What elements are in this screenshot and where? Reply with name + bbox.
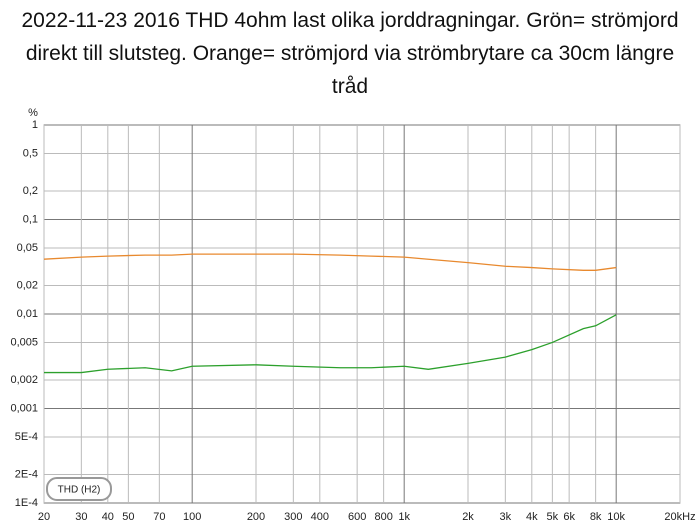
y-tick-label: 2E-4 — [15, 468, 38, 480]
legend-box — [46, 477, 112, 501]
y-tick-label: 0,1 — [23, 213, 38, 225]
x-tick-label: 50 — [122, 511, 134, 523]
chart-title: 2022-11-23 2016 THD 4ohm last olika jord… — [21, 9, 679, 98]
series-line — [44, 314, 617, 374]
x-tick-label: 6k — [563, 511, 575, 523]
x-tick-label: 400 — [311, 511, 329, 523]
series-line — [43, 253, 617, 271]
x-tick-label: 1k — [398, 511, 410, 523]
x-tick-label: 100 — [183, 511, 201, 523]
y-tick-label: 1 — [32, 119, 38, 131]
y-tick-label: 0,001 — [10, 402, 38, 414]
x-tick-label: 5k — [547, 511, 559, 523]
x-tick-label: 200 — [247, 511, 265, 523]
x-tick-label: 600 — [348, 511, 366, 523]
y-tick-label: 0,02 — [17, 279, 38, 291]
y-tick-label: 0,002 — [10, 374, 38, 386]
x-tick-label: 800 — [374, 511, 392, 523]
y-tick-label: 0,2 — [23, 185, 38, 197]
x-tick-label: 70 — [153, 511, 165, 523]
y-tick-label: 0,01 — [17, 308, 38, 320]
y-tick-label: 0,005 — [10, 336, 38, 348]
x-tick-label: 20kHz — [664, 511, 695, 523]
x-tick-label: 2k — [462, 511, 474, 523]
x-tick-label: 40 — [102, 511, 114, 523]
y-tick-label: 5E-4 — [15, 431, 38, 443]
y-tick-label: 0,05 — [17, 242, 38, 254]
x-tick-label: 8k — [590, 511, 602, 523]
legend-label: THD (H2) — [58, 485, 101, 496]
x-tick-label: 30 — [75, 511, 87, 523]
y-tick-label: 0,5 — [23, 147, 38, 159]
x-tick-label: 3k — [500, 511, 512, 523]
x-tick-label: 4k — [526, 511, 538, 523]
y-axis-label: % — [28, 107, 38, 119]
y-tick-label: 1E-4 — [15, 497, 38, 509]
x-tick-label: 10k — [607, 511, 625, 523]
x-tick-label: 20 — [38, 511, 50, 523]
x-tick-label: 300 — [284, 511, 302, 523]
